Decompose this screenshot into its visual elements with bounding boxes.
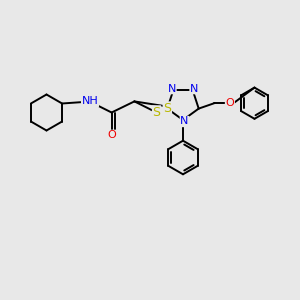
Text: N: N [180, 116, 189, 127]
Text: S: S [163, 102, 171, 115]
Text: O: O [226, 98, 234, 108]
Text: NH: NH [82, 96, 98, 106]
Text: N: N [190, 84, 198, 94]
Text: N: N [168, 84, 176, 94]
Text: S: S [153, 106, 160, 119]
Text: O: O [107, 130, 116, 140]
